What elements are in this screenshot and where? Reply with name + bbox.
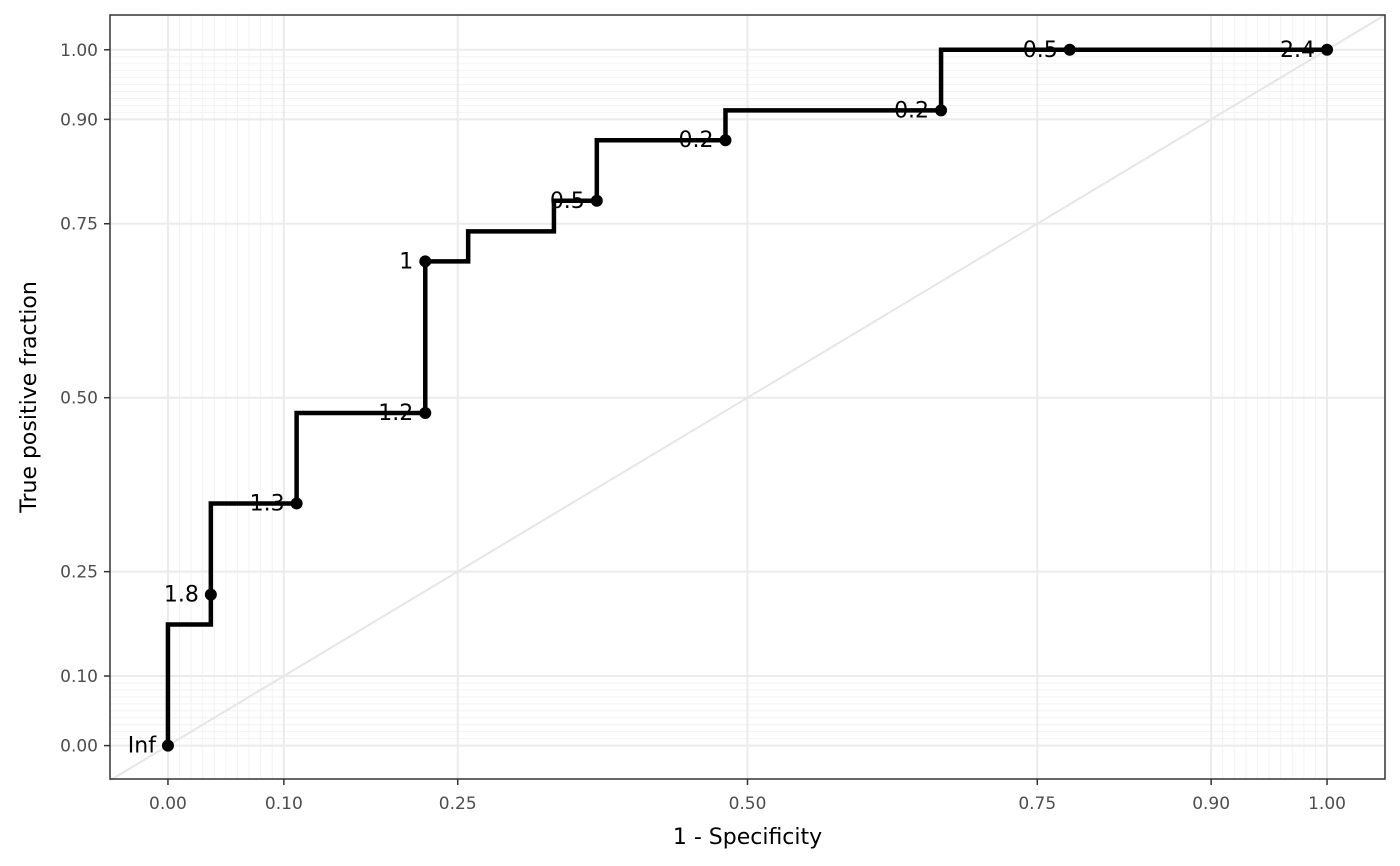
cutoff-point [590,194,603,207]
x-tick-label: 0.75 [1018,794,1056,814]
cutoff-point [419,407,432,420]
cutoff-label: 0.5 [550,189,585,214]
cutoff-label: -2.4 [1272,38,1315,63]
cutoff-point [935,104,948,117]
cutoff-label: -0.5 [1015,38,1058,63]
x-tick-label: 0.00 [149,794,187,814]
y-tick-label: 0.10 [60,667,98,687]
cutoff-label: 0.2 [678,128,713,153]
y-axis-title: True positive fraction [17,281,42,514]
cutoff-label: 1.8 [164,583,199,608]
cutoff-point [1063,43,1076,56]
x-tick-label: 0.25 [439,794,477,814]
y-tick-label: 0.90 [60,110,98,130]
y-tick-label: 0.75 [60,215,98,235]
x-tick-label: 0.10 [265,794,303,814]
cutoff-label: 1 [399,249,413,274]
reference-line [109,14,1386,782]
cutoff-points [161,43,1334,752]
y-tick-label: 0.50 [60,389,98,409]
cutoff-point [161,739,174,752]
roc-curve-group [165,47,1328,746]
roc-curve [165,47,1328,746]
cutoff-point [204,588,217,601]
x-tick-label: 1.00 [1308,794,1346,814]
x-tick-label: 0.50 [729,794,767,814]
x-axis-ticks: 0.00 0.10 0.25 0.50 0.75 0.90 1.00 [149,779,1346,814]
y-tick-label: 0.00 [60,737,98,757]
cutoff-label: 1.3 [250,491,285,516]
cutoff-label: 0.2 [894,98,929,123]
y-tick-label: 1.00 [60,41,98,61]
cutoff-point [719,134,732,147]
x-tick-label: 0.90 [1192,794,1230,814]
cutoff-point [419,255,432,268]
cutoff-point [1321,43,1334,56]
y-tick-label: 0.25 [60,563,98,583]
cutoff-point [290,497,303,510]
cutoff-labels: Inf 1.8 1.3 1.2 1 0.5 0.2 0.2 -0.5 -2.4 [128,38,1315,759]
x-axis-title: 1 - Specificity [673,825,822,850]
y-axis-ticks: 0.00 0.10 0.25 0.50 0.75 0.90 1.00 [60,41,110,757]
cutoff-label: Inf [128,734,157,759]
cutoff-label: 1.2 [378,401,413,426]
reference-diagonal [109,14,1386,782]
